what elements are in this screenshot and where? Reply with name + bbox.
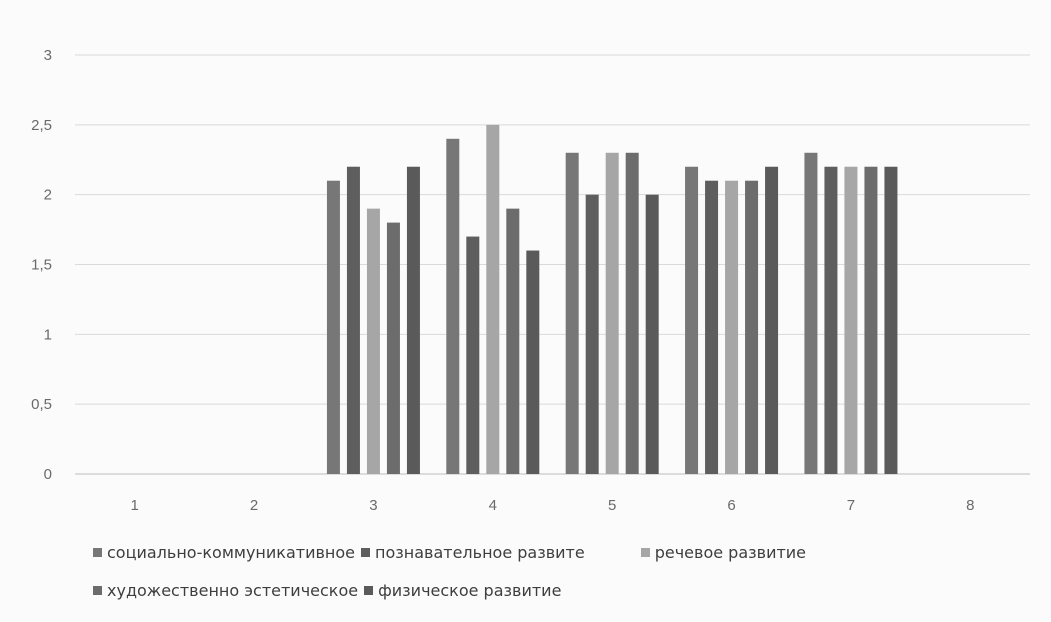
bar: [725, 180, 739, 474]
bar: [844, 166, 858, 474]
bar: [446, 138, 460, 475]
bar: [804, 152, 818, 474]
legend-swatch-artistic: [93, 585, 102, 595]
bar: [605, 152, 619, 474]
bar: [406, 166, 420, 474]
legend-swatch-physical: [364, 585, 374, 595]
x-tick-label: 5: [608, 497, 616, 514]
bar: [765, 166, 779, 474]
bar: [884, 166, 898, 474]
bar: [386, 222, 400, 474]
bar: [625, 152, 639, 474]
bar: [585, 194, 599, 474]
x-tick-label: 4: [489, 497, 497, 514]
x-tick-label: 6: [727, 497, 735, 514]
legend-item-cognitive: познавательное развите: [361, 543, 585, 562]
legend: социально-коммуникативное познавательное…: [93, 540, 943, 616]
legend-label-physical: физическое развитие: [378, 580, 562, 600]
bar: [685, 166, 699, 474]
bar: [645, 194, 659, 474]
y-tick-label: 2: [44, 187, 52, 204]
bar: [326, 180, 340, 474]
bar: [864, 166, 878, 474]
legend-row-1: социально-коммуникативное познавательное…: [93, 540, 943, 564]
x-tick-label: 3: [369, 497, 377, 514]
x-tick-label: 2: [250, 497, 258, 514]
legend-label-artistic: художественно эстетическое: [107, 580, 359, 600]
legend-item-artistic: художественно эстетическое: [93, 581, 358, 600]
legend-item-speech: речевое развитие: [640, 542, 807, 562]
x-tick-label: 7: [847, 497, 855, 514]
bar: [705, 180, 719, 474]
bar: [466, 236, 480, 474]
bar: [346, 166, 360, 474]
legend-label-social: социально-коммуникативное: [107, 542, 355, 562]
x-tick-label: 1: [131, 497, 139, 514]
y-tick-label: 0,5: [31, 396, 52, 413]
x-axis-ticks: 1 2 3 4 5 6 7 8: [131, 497, 975, 514]
gridlines: [75, 54, 1030, 475]
bar: [486, 124, 500, 474]
bar: [526, 250, 540, 474]
y-axis-ticks: 0 0,5 1 1,5 2 2,5 3: [31, 47, 52, 483]
y-tick-label: 2,5: [31, 117, 52, 134]
bars: [326, 124, 898, 475]
legend-item-physical: физическое развитие: [364, 581, 561, 600]
bar: [824, 166, 838, 474]
bar: [745, 180, 759, 474]
legend-label-cognitive: познавательное развите: [375, 542, 585, 562]
y-tick-label: 3: [44, 47, 52, 64]
legend-label-speech: речевое развитие: [654, 542, 807, 562]
y-tick-label: 1: [44, 326, 52, 343]
legend-item-social: социально-коммуникативное: [93, 543, 355, 562]
y-tick-label: 0: [44, 466, 52, 483]
legend-swatch-social: [93, 547, 102, 557]
bar: [565, 152, 579, 474]
legend-row-2: художественно эстетическое физическое ра…: [93, 578, 943, 602]
bar: [366, 208, 380, 474]
bar: [506, 208, 520, 474]
legend-swatch-cognitive: [361, 547, 370, 557]
legend-swatch-speech: [640, 547, 650, 557]
x-tick-label: 8: [966, 497, 974, 514]
y-tick-label: 1,5: [31, 257, 52, 274]
